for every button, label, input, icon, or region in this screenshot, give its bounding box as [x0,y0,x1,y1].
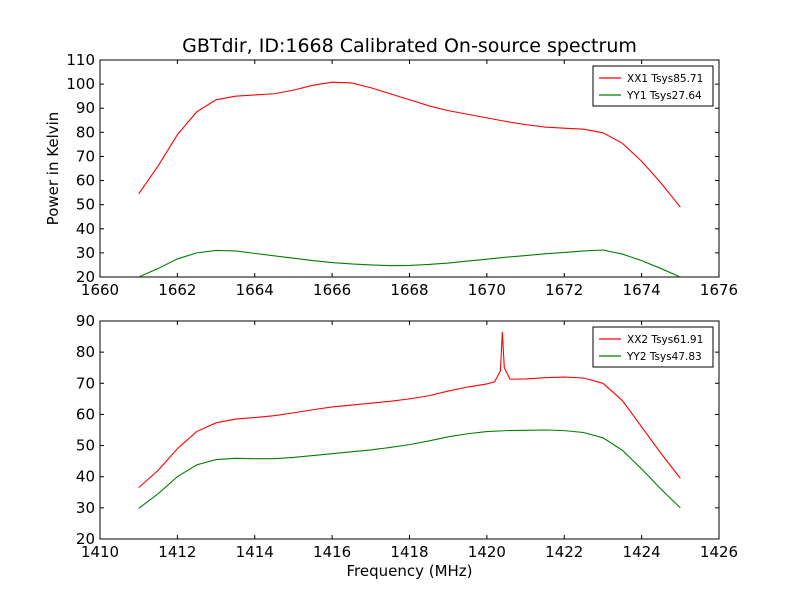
series-line-1 [138,81,681,208]
y-tick-label: 70 [76,147,95,165]
x-tick-label: 1666 [313,281,351,299]
x-tick-label: 1422 [545,543,583,561]
x-tick-label: 1672 [545,281,583,299]
legend-box [592,326,714,368]
x-tick-label: 1414 [236,543,274,561]
legend: XX2 Tsys61.91 YY2 Tsys47.83 [592,326,714,368]
y-tick-label: 80 [76,343,95,361]
x-tick-label: 1410 [81,543,119,561]
y-tick-label: 90 [76,99,95,117]
y-tick-label: 40 [76,220,95,238]
x-tick-label: 1664 [236,281,274,299]
x-tick-label: 1418 [390,543,428,561]
series-line-2 [138,429,681,509]
x-tick-label: 1416 [313,543,351,561]
x-axis-label: Frequency (MHz) [346,562,472,580]
y-tick-label: 70 [76,374,95,392]
y-tick-label: 40 [76,468,95,486]
x-tick-label: 1668 [390,281,428,299]
series-line-2 [138,249,681,277]
x-tick-label: 1412 [158,543,196,561]
y-tick-label: 80 [76,123,95,141]
y-tick-label: 30 [76,499,95,517]
y-axis-label: Power in Kelvin [44,112,62,226]
x-tick-label: 1670 [468,281,506,299]
x-tick-label: 1426 [700,543,738,561]
x-tick-label: 1674 [623,281,661,299]
x-tick-label: 1420 [468,543,506,561]
y-tick-label: 100 [66,75,95,93]
chart-title: GBTdir, ID:1668 Calibrated On-source spe… [182,35,637,57]
y-tick-label: 20 [76,530,95,548]
y-tick-label: 20 [76,268,95,286]
legend-label-1: XX1 Tsys85.71 [627,73,703,85]
y-tick-label: 50 [76,196,95,214]
y-tick-label: 60 [76,405,95,423]
subplot-2: 1410 1412 1414 1416 1418 1420 1422 1424 1426 20 30… [76,312,738,580]
x-tick-label: 1662 [158,281,196,299]
legend-label-1: XX2 Tsys61.91 [627,334,703,346]
series-line-1 [138,331,681,489]
y-tick-label: 30 [76,244,95,262]
legend-label-2: YY2 Tsys47.83 [626,351,702,363]
y-tick-label: 90 [76,312,95,330]
y-tick-label: 60 [76,172,95,190]
y-tick-label: 50 [76,437,95,455]
x-tick-label: 1676 [700,281,738,299]
y-tick-label: 110 [66,51,95,69]
legend-label-2: YY1 Tsys27.64 [626,90,702,102]
x-tick-label: 1660 [81,281,119,299]
legend-box [592,65,714,107]
legend: XX1 Tsys85.71 YY1 Tsys27.64 [592,65,714,107]
x-tick-label: 1424 [623,543,661,561]
subplot-1: 1660 1662 1664 1666 1668 1670 1672 1674 1676 20 30… [44,35,738,299]
